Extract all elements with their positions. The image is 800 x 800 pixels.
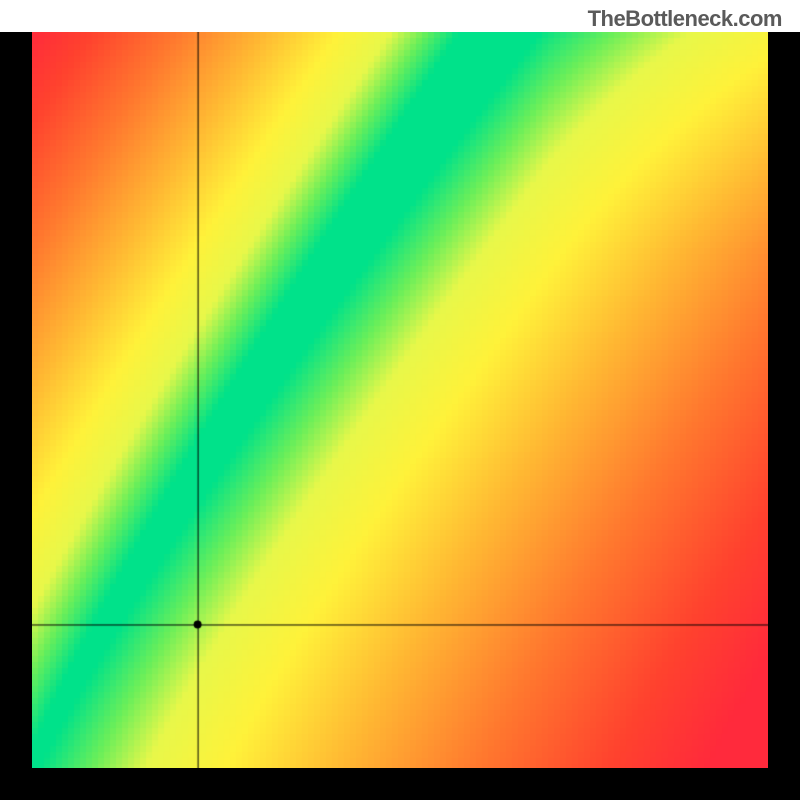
watermark-text: TheBottleneck.com	[588, 6, 782, 32]
crosshair-overlay	[32, 32, 768, 768]
plot-frame	[0, 32, 800, 800]
chart-container: TheBottleneck.com	[0, 0, 800, 800]
